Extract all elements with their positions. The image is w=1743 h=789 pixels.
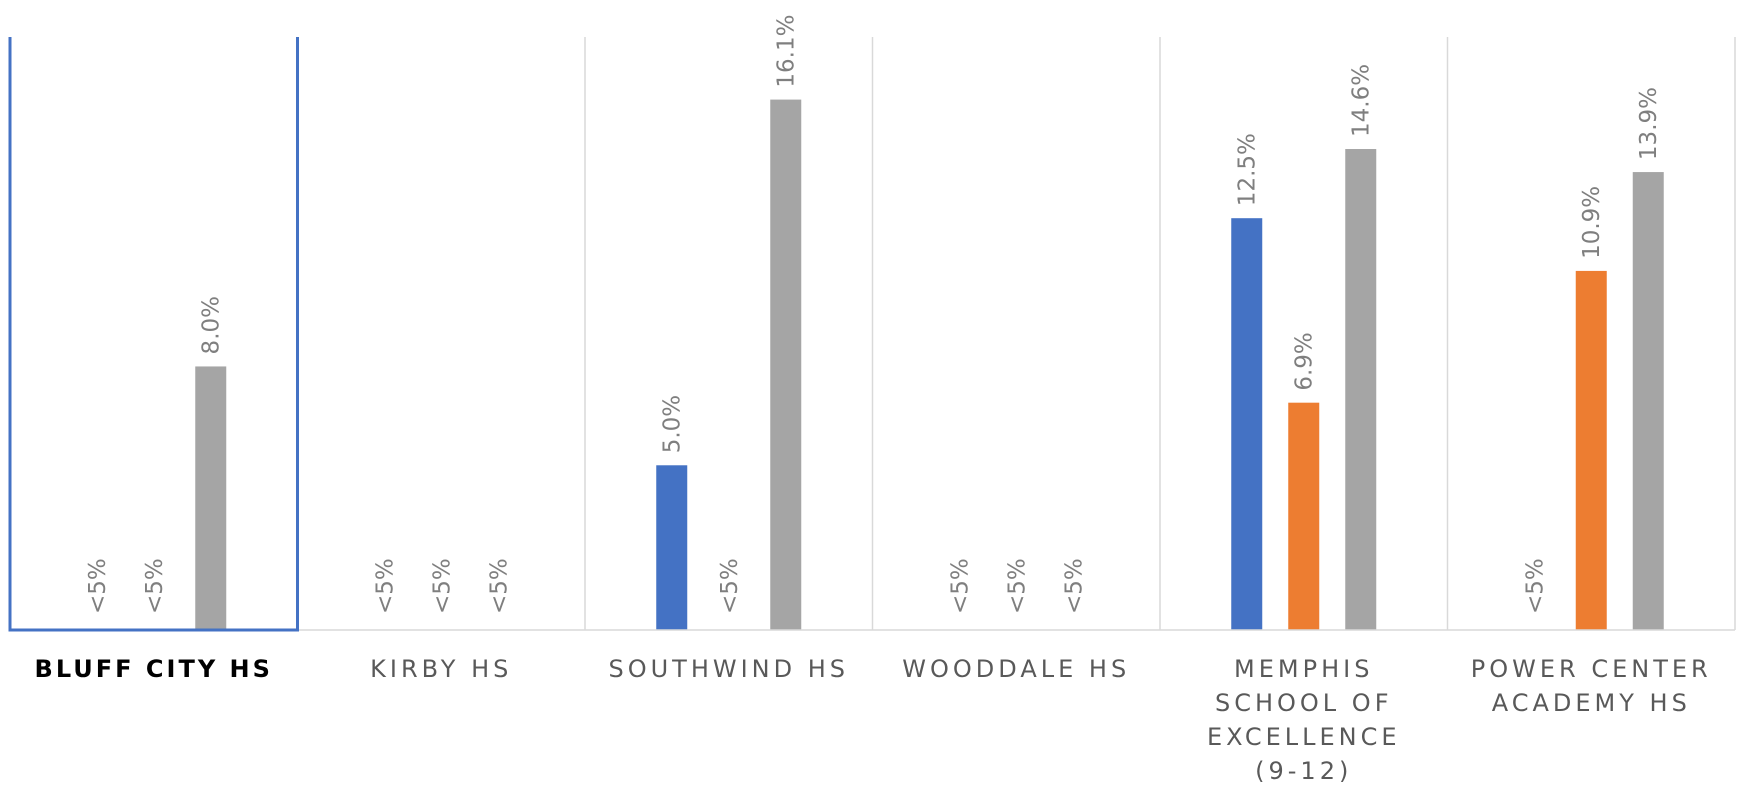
highlight-frame xyxy=(8,37,299,632)
data-label: 10.9% xyxy=(1579,186,1605,259)
category-label: POWER CENTER xyxy=(1471,655,1712,683)
category-label: ACADEMY HS xyxy=(1492,689,1691,717)
category-label: SOUTHWIND HS xyxy=(608,655,849,683)
data-label: <5% xyxy=(1061,558,1087,614)
category-label: EXCELLENCE xyxy=(1207,723,1401,751)
category-labels: BLUFF CITY HS KIRBY HS SOUTHWIND HS WOODDAL… xyxy=(35,655,1712,785)
category-label: KIRBY HS xyxy=(370,655,512,683)
data-label: <5% xyxy=(85,558,111,614)
data-label: <5% xyxy=(142,558,168,614)
category-separators xyxy=(296,37,1736,630)
bar xyxy=(770,99,802,631)
category-label: WOODDALE HS xyxy=(902,655,1130,683)
data-label: 6.9% xyxy=(1292,332,1318,390)
bar xyxy=(1575,270,1607,630)
bar xyxy=(1632,172,1664,631)
data-label: <5% xyxy=(1522,558,1548,614)
category-label: BLUFF CITY HS xyxy=(35,655,273,683)
data-label: 8.0% xyxy=(199,296,225,354)
data-label: <5% xyxy=(947,558,973,614)
bars xyxy=(195,99,1664,631)
data-label: <5% xyxy=(717,558,743,614)
data-label: 5.0% xyxy=(660,395,686,453)
data-label: 12.5% xyxy=(1235,133,1261,206)
bar xyxy=(1345,149,1377,630)
data-label: <5% xyxy=(1004,558,1030,614)
category-label: MEMPHIS xyxy=(1234,655,1373,683)
data-label: <5% xyxy=(372,558,398,614)
bar xyxy=(656,465,688,630)
value-labels: <5% <5% 8.0% <5% <5% <5% 5.0% <5% 16.1% <5% <5% <5%… xyxy=(85,15,1663,614)
highlight-box xyxy=(8,37,299,632)
data-label: 14.6% xyxy=(1349,64,1375,137)
category-label: SCHOOL OF xyxy=(1215,689,1393,717)
category-label: (9-12) xyxy=(1255,757,1352,785)
bar xyxy=(195,366,227,630)
data-label: 13.9% xyxy=(1636,87,1662,160)
data-label: 16.1% xyxy=(774,15,800,88)
data-label: <5% xyxy=(429,558,455,614)
bar xyxy=(1288,402,1320,630)
bar xyxy=(1231,218,1263,630)
data-label: <5% xyxy=(486,558,512,614)
